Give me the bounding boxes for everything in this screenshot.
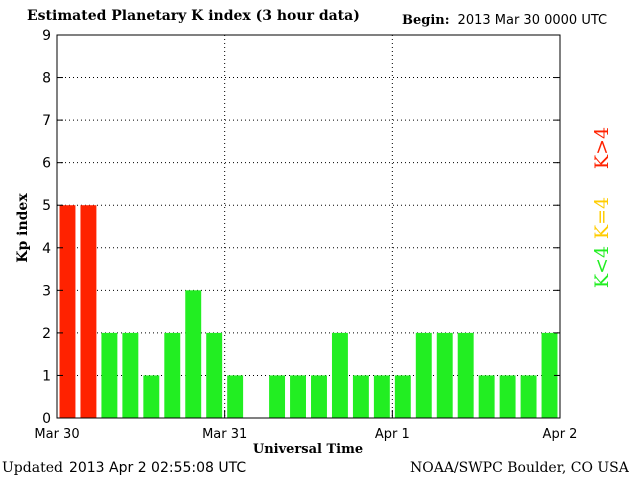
- y-tick-label: 6: [42, 156, 51, 172]
- legend: K<4 K=4 K>4: [591, 127, 613, 288]
- kp-bar: [311, 375, 327, 418]
- y-tick-label: 1: [42, 368, 51, 384]
- kp-bar: [373, 375, 390, 418]
- x-tick-label: Apr 2: [543, 427, 578, 442]
- updated-time: Updated 2013 Apr 2 02:55:08 UTC: [2, 460, 246, 476]
- begin-label: Begin:: [402, 13, 450, 28]
- updated-label: Updated: [2, 460, 63, 476]
- kp-bar: [122, 332, 139, 418]
- legend-item: K=4: [591, 197, 613, 239]
- kp-bar: [520, 375, 537, 418]
- kp-bar: [457, 332, 474, 418]
- legend-item: K>4: [591, 127, 613, 169]
- updated-value: 2013 Apr 2 02:55:08 UTC: [68, 460, 247, 476]
- y-tick-label: 9: [42, 28, 51, 44]
- kp-bar: [290, 375, 306, 418]
- x-tick-label: Apr 1: [375, 427, 410, 442]
- y-tick-labels: 0 1 2 3 4 5 6 7 8 9: [42, 28, 51, 427]
- kp-bar: [415, 332, 432, 418]
- kp-bar: [185, 290, 202, 418]
- kp-bar: [541, 332, 558, 418]
- bars: [59, 205, 558, 418]
- begin-value: 2013 Mar 30 0000 UTC: [457, 13, 608, 28]
- kp-bar: [206, 332, 223, 418]
- kp-bar: [59, 205, 76, 418]
- kp-bar: [331, 332, 348, 418]
- kp-bar: [394, 375, 411, 418]
- kp-bar: [352, 375, 369, 418]
- kp-bar: [478, 375, 495, 418]
- begin-time: Begin: 2013 Mar 30 0000 UTC: [402, 13, 607, 28]
- y-tick-label: 2: [42, 326, 51, 342]
- y-tick-label: 5: [42, 198, 51, 214]
- credit-line: NOAA/SWPC Boulder, CO USA: [410, 460, 629, 476]
- y-tick-label: 3: [42, 283, 51, 299]
- kp-bar: [143, 375, 160, 418]
- kp-bar: [101, 332, 118, 418]
- y-tick-label: 7: [42, 113, 51, 129]
- kp-bar: [227, 375, 244, 418]
- y-tick-label: 4: [42, 241, 51, 257]
- y-tick-label: 0: [42, 411, 51, 427]
- y-tick-label: 8: [42, 71, 51, 87]
- kp-bar: [80, 205, 97, 418]
- kp-bar: [164, 332, 181, 418]
- chart-title: Estimated Planetary K index (3 hour data…: [27, 8, 360, 24]
- x-tick-label: Mar 30: [34, 427, 79, 442]
- plot-frame: [56, 34, 561, 419]
- x-axis-label: Universal Time: [253, 442, 363, 457]
- legend-item: K<4: [591, 246, 613, 288]
- axis-ticks: [56, 34, 561, 419]
- kp-bar: [499, 375, 516, 418]
- kp-bar: [269, 375, 286, 418]
- kp-bar: [436, 332, 453, 418]
- x-tick-labels: Mar 30 Mar 31 Apr 1 Apr 2: [34, 427, 577, 442]
- x-tick-label: Mar 31: [202, 427, 247, 442]
- y-axis-label: Kp index: [15, 193, 31, 263]
